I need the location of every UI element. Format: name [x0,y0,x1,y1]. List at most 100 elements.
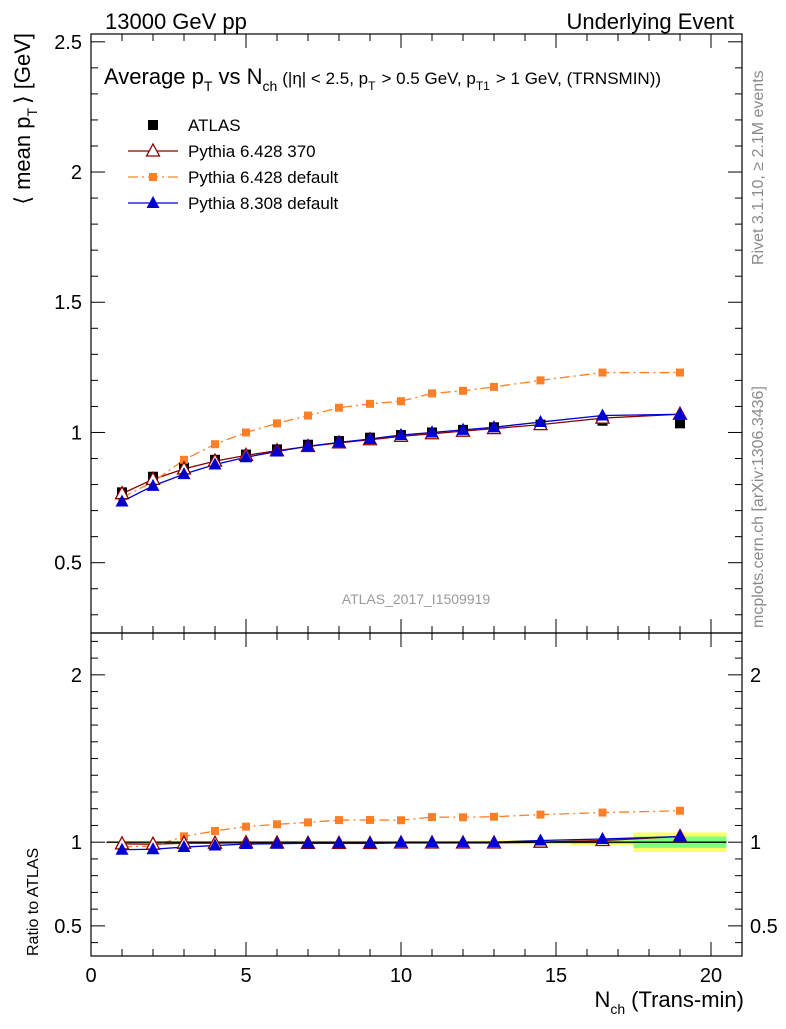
data-point [270,444,284,457]
data-point [596,408,609,421]
ratio-data-point [239,837,253,850]
ratio-y-tick-label: 1 [71,832,82,854]
ratio-data-point [366,815,374,824]
ratio-data-point [487,835,501,848]
data-point [673,407,687,420]
y-tick-label: 0.5 [54,553,82,575]
ratio-data-point [242,822,250,831]
ratio-data-point [177,840,191,853]
ratio-data-point [534,833,547,846]
data-point [335,403,343,412]
x-tick-label: 10 [390,965,412,987]
y-tick-label: 2.5 [54,32,82,54]
data-point [456,422,470,435]
ratio-plot-frame [90,632,743,957]
data-point [146,478,160,491]
analysis-watermark: ATLAS_2017_I1509919 [342,591,491,607]
legend-marker [149,173,157,181]
ratio-data-point [270,836,284,849]
y-tick-label: 1 [71,422,82,444]
x-tick-label: 0 [85,965,96,987]
ratio-data-point [459,813,467,822]
header-left: 13000 GeV pp [105,9,247,34]
data-point [115,494,129,507]
data-point [425,425,439,438]
y-tick-label: 2 [71,162,82,184]
data-point [242,428,250,437]
y-tick-label: 1.5 [54,292,82,314]
x-axis-label: Nch (Trans-min) [594,987,744,1017]
data-point [676,368,684,377]
mcplots-info-text: mcplots.cern.ch [arXiv:1306.3436] [750,386,767,628]
ratio-y-axis-label: Ratio to ATLAS [25,848,42,956]
data-point [177,467,191,480]
ratio-data-point [208,838,222,851]
ratio-data-point [332,836,346,849]
ratio-series-line [121,835,681,851]
data-point [428,389,436,398]
ratio-y-tick-label-right: 0.5 [750,916,778,938]
data-point [239,450,253,463]
ratio-data-point [335,816,343,825]
data-point [490,382,498,391]
ratio-data-point [394,835,408,848]
ratio-y-tick-label: 2 [71,665,82,687]
series-line [121,413,681,503]
data-point [363,431,377,444]
ratio-y-tick-label-right: 2 [750,665,761,687]
data-point [208,457,222,470]
header-right: Underlying Event [566,9,734,34]
axis-ticks: 0 5 10 15 20 0.5 1 1.5 2 2.5 0.5 0.5 1 1 2 2 [54,32,778,987]
ratio-data-point [397,816,405,825]
data-point [366,399,374,408]
data-point [534,415,547,428]
ratio-data-point [456,835,470,848]
plot-title: Average pT vs Nch (|η| < 2.5, pT > 0.5 GeV,… [104,64,661,94]
data-point [394,428,408,441]
legend-marker [146,196,160,208]
data-point [180,455,188,464]
ratio-data-point [115,842,129,855]
legend-label: Pythia 8.308 default [188,194,339,213]
ratio-data-point [598,808,607,817]
legend: ATLAS Pythia 6.428 370 Pythia 6.428 defaul… [128,116,339,213]
ratio-data-point [304,818,312,827]
ratio-data-point [490,812,498,821]
ratio-series-line [121,810,681,848]
ratio-data-point [363,836,377,849]
series-line [121,413,681,495]
data-point [397,397,405,406]
data-point [487,420,501,433]
x-tick-label: 20 [700,965,722,987]
data-point [304,411,312,420]
legend-label: Pythia 6.428 370 [188,142,316,161]
x-tick-label: 15 [545,965,567,987]
ratio-data-point [536,810,545,819]
legend-marker [148,120,158,130]
ratio-data-point [273,820,281,829]
ratio-data-point [676,806,684,815]
legend-marker [145,142,161,157]
ratio-data-point [211,826,219,835]
ratio-data-point [596,832,609,845]
ratio-y-tick-label: 0.5 [54,916,82,938]
data-point [273,419,281,428]
ratio-data-point [428,813,436,822]
data-point [675,418,685,429]
legend-label: ATLAS [188,116,241,135]
ratio-data-point [301,836,315,849]
ratio-y-tick-label-right: 1 [750,832,761,854]
series-layer [106,368,727,855]
data-point [536,376,545,385]
data-point [301,439,315,452]
x-tick-label: 5 [240,965,251,987]
ratio-data-point [146,842,160,855]
rivet-info-text: Rivet 3.1.10, ≥ 2.1M events [750,70,767,265]
ratio-data-point [673,829,687,842]
data-point [332,435,346,448]
data-point [459,386,467,395]
legend-label: Pythia 6.428 default [188,168,339,187]
ratio-data-point [425,835,439,848]
y-axis-label: ⟨ mean pT⟩ [GeV] [10,33,40,205]
